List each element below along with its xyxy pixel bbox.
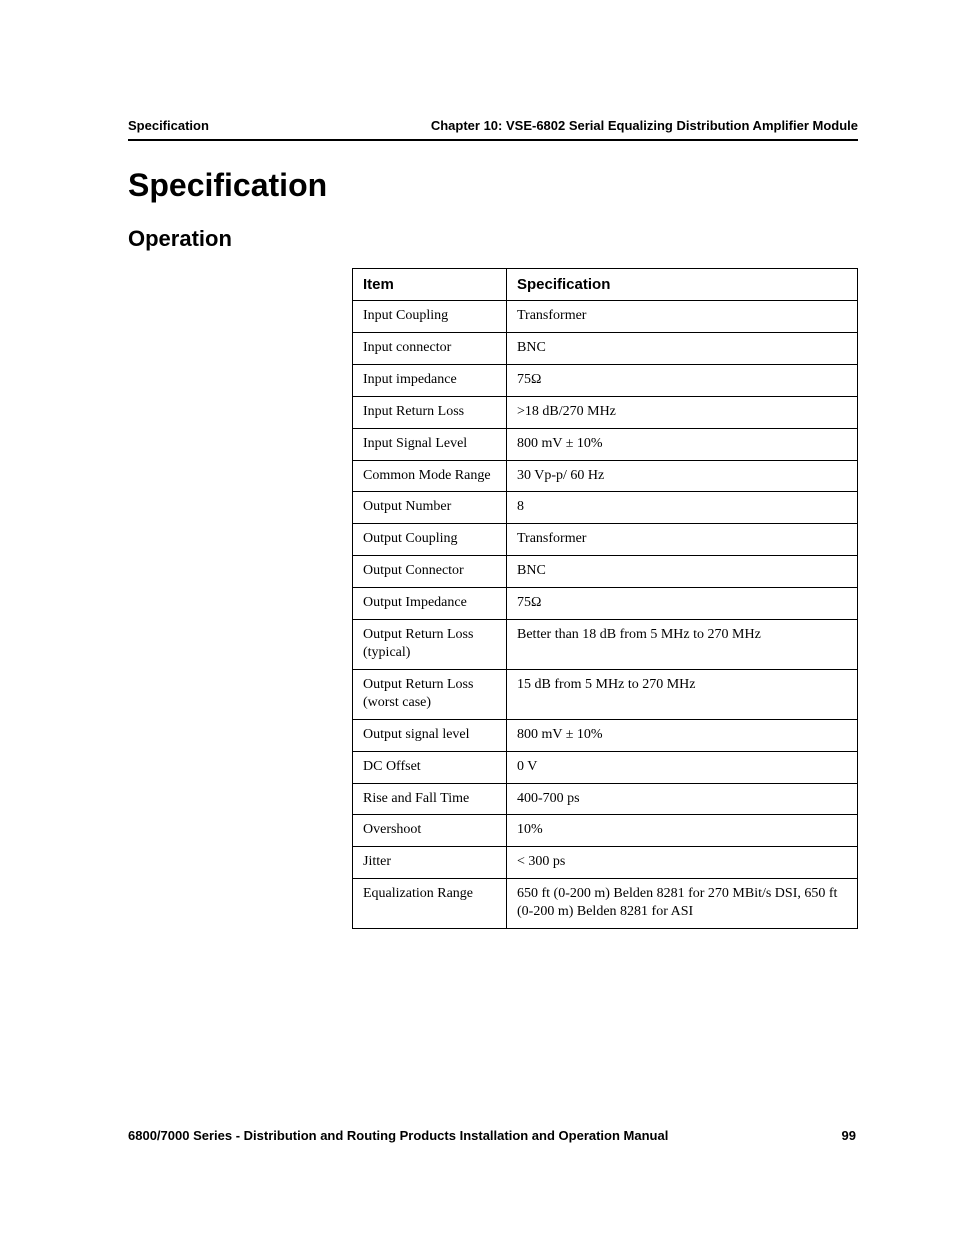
- table-row: Output Number8: [353, 492, 858, 524]
- table-cell-item: Output signal level: [353, 719, 507, 751]
- table-cell-item: Rise and Fall Time: [353, 783, 507, 815]
- table-cell-item: Output Coupling: [353, 524, 507, 556]
- table-row: Common Mode Range30 Vp-p/ 60 Hz: [353, 460, 858, 492]
- footer-page-number: 99: [842, 1128, 856, 1143]
- table-cell-spec: 800 mV ± 10%: [507, 428, 858, 460]
- table-cell-item: DC Offset: [353, 751, 507, 783]
- table-row: Output CouplingTransformer: [353, 524, 858, 556]
- table-cell-spec: BNC: [507, 556, 858, 588]
- table-cell-item: Output Return Loss (typical): [353, 620, 507, 670]
- table-header-item: Item: [353, 269, 507, 301]
- table-cell-item: Input Coupling: [353, 301, 507, 333]
- table-row: Output ConnectorBNC: [353, 556, 858, 588]
- table-cell-item: Input Return Loss: [353, 396, 507, 428]
- table-cell-spec: 30 Vp-p/ 60 Hz: [507, 460, 858, 492]
- table-row: Input Signal Level800 mV ± 10%: [353, 428, 858, 460]
- table-row: Jitter< 300 ps: [353, 847, 858, 879]
- table-cell-spec: 75Ω: [507, 588, 858, 620]
- table-cell-spec: < 300 ps: [507, 847, 858, 879]
- table-row: Input Return Loss>18 dB/270 MHz: [353, 396, 858, 428]
- table-cell-spec: 75Ω: [507, 364, 858, 396]
- page: Specification Chapter 10: VSE-6802 Seria…: [0, 0, 954, 1235]
- table-cell-spec: 10%: [507, 815, 858, 847]
- table-row: Input connectorBNC: [353, 332, 858, 364]
- spec-table-body: Input CouplingTransformerInput connector…: [353, 301, 858, 929]
- table-cell-spec: Transformer: [507, 524, 858, 556]
- table-cell-item: Output Impedance: [353, 588, 507, 620]
- table-cell-item: Overshoot: [353, 815, 507, 847]
- table-cell-spec: Transformer: [507, 301, 858, 333]
- table-header-row: Item Specification: [353, 269, 858, 301]
- table-row: Output signal level800 mV ± 10%: [353, 719, 858, 751]
- table-cell-spec: BNC: [507, 332, 858, 364]
- table-cell-item: Common Mode Range: [353, 460, 507, 492]
- table-row: Rise and Fall Time400-700 ps: [353, 783, 858, 815]
- spec-table: Item Specification Input CouplingTransfo…: [352, 268, 858, 929]
- table-row: Output Return Loss (worst case)15 dB fro…: [353, 669, 858, 719]
- running-head: Specification Chapter 10: VSE-6802 Seria…: [128, 118, 858, 141]
- running-head-right: Chapter 10: VSE-6802 Serial Equalizing D…: [431, 118, 858, 133]
- table-cell-spec: Better than 18 dB from 5 MHz to 270 MHz: [507, 620, 858, 670]
- table-row: Output Impedance75Ω: [353, 588, 858, 620]
- table-row: DC Offset0 V: [353, 751, 858, 783]
- table-cell-item: Input impedance: [353, 364, 507, 396]
- table-row: Input CouplingTransformer: [353, 301, 858, 333]
- section-title: Operation: [128, 226, 858, 252]
- page-title: Specification: [128, 167, 858, 204]
- table-cell-item: Input connector: [353, 332, 507, 364]
- table-row: Overshoot10%: [353, 815, 858, 847]
- table-row: Equalization Range650 ft (0-200 m) Belde…: [353, 879, 858, 929]
- table-cell-item: Output Connector: [353, 556, 507, 588]
- table-cell-spec: 400-700 ps: [507, 783, 858, 815]
- table-row: Output Return Loss (typical)Better than …: [353, 620, 858, 670]
- table-cell-spec: 0 V: [507, 751, 858, 783]
- footer: 6800/7000 Series - Distribution and Rout…: [128, 1128, 856, 1143]
- table-row: Input impedance75Ω: [353, 364, 858, 396]
- footer-left: 6800/7000 Series - Distribution and Rout…: [128, 1128, 668, 1143]
- running-head-left: Specification: [128, 118, 209, 133]
- table-cell-item: Output Return Loss (worst case): [353, 669, 507, 719]
- table-cell-item: Equalization Range: [353, 879, 507, 929]
- table-cell-spec: 650 ft (0-200 m) Belden 8281 for 270 MBi…: [507, 879, 858, 929]
- table-cell-item: Input Signal Level: [353, 428, 507, 460]
- table-cell-item: Output Number: [353, 492, 507, 524]
- table-cell-spec: 8: [507, 492, 858, 524]
- table-header-spec: Specification: [507, 269, 858, 301]
- table-cell-item: Jitter: [353, 847, 507, 879]
- table-cell-spec: >18 dB/270 MHz: [507, 396, 858, 428]
- table-cell-spec: 15 dB from 5 MHz to 270 MHz: [507, 669, 858, 719]
- table-cell-spec: 800 mV ± 10%: [507, 719, 858, 751]
